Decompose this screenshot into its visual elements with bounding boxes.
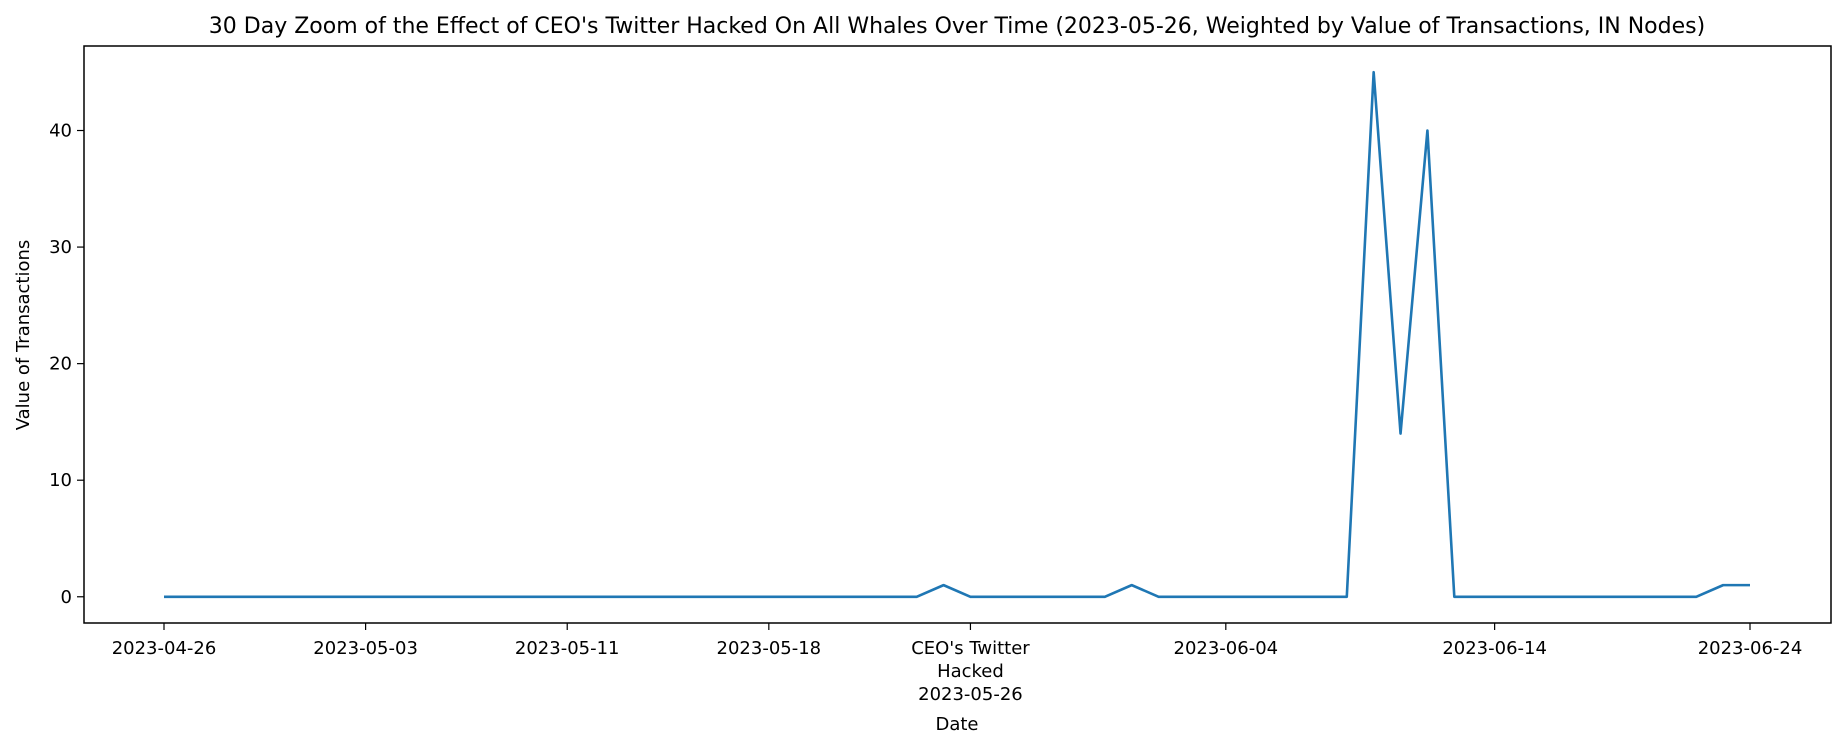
x-tick-label: 2023-05-03 xyxy=(313,638,418,659)
x-tick-label: 2023-06-24 xyxy=(1698,638,1803,659)
x-tick-label: 2023-06-04 xyxy=(1174,638,1279,659)
y-tick-label: 20 xyxy=(49,354,72,375)
y-axis-label: Value of Transactions xyxy=(13,240,34,431)
x-tick-label: 2023-06-14 xyxy=(1442,638,1547,659)
chart-title: 30 Day Zoom of the Effect of CEO's Twitt… xyxy=(209,14,1705,39)
x-axis: 2023-04-26 2023-05-03 2023-05-11 2023-05-18… xyxy=(112,623,1803,705)
series-layer xyxy=(164,70,1750,599)
plot-area xyxy=(83,45,1832,624)
series-line xyxy=(164,70,1750,599)
x-tick-label: 2023-04-26 xyxy=(112,638,217,659)
y-tick-label: 0 xyxy=(61,587,72,608)
y-tick-label: 30 xyxy=(49,237,72,258)
x-tick-label: CEO's Twitter Hacked 2023-05-26 xyxy=(911,638,1030,705)
y-tick-label: 40 xyxy=(49,121,72,142)
y-axis: 0 10 20 30 40 xyxy=(49,121,84,608)
y-tick-label: 10 xyxy=(49,470,72,491)
x-tick-label: 2023-05-11 xyxy=(515,638,620,659)
x-axis-label: Date xyxy=(935,714,978,735)
x-tick-label: 2023-05-18 xyxy=(717,638,822,659)
